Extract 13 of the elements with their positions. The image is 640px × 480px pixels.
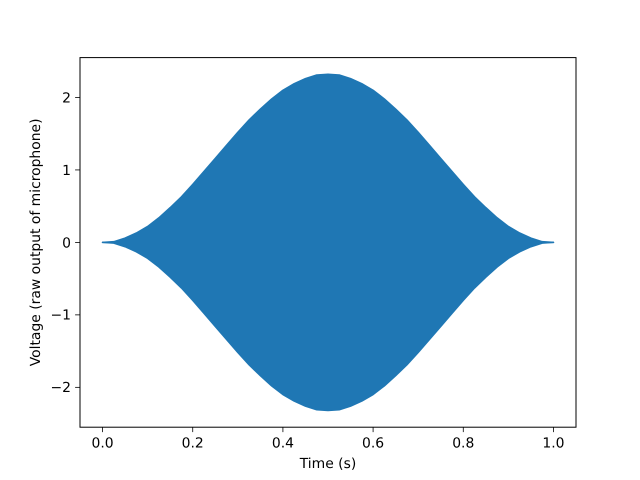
x-tick-label: 0.0	[92, 435, 114, 452]
y-tick-label: −2	[50, 380, 71, 396]
y-tick-label: 2	[62, 90, 71, 106]
x-tick-label: 1.0	[542, 435, 564, 452]
x-tick-label: 0.4	[272, 435, 294, 452]
x-tick-label: 0.8	[452, 435, 474, 452]
y-tick-label: 0	[62, 235, 71, 252]
x-axis-title: Time (s)	[298, 456, 356, 472]
y-axis-title: Voltage (raw output of microphone)	[28, 118, 44, 366]
x-tick-label: 0.2	[182, 435, 204, 452]
y-tick-label: −1	[50, 308, 71, 324]
x-tick-label: 0.6	[362, 435, 384, 452]
y-tick-label: 1	[62, 162, 71, 179]
